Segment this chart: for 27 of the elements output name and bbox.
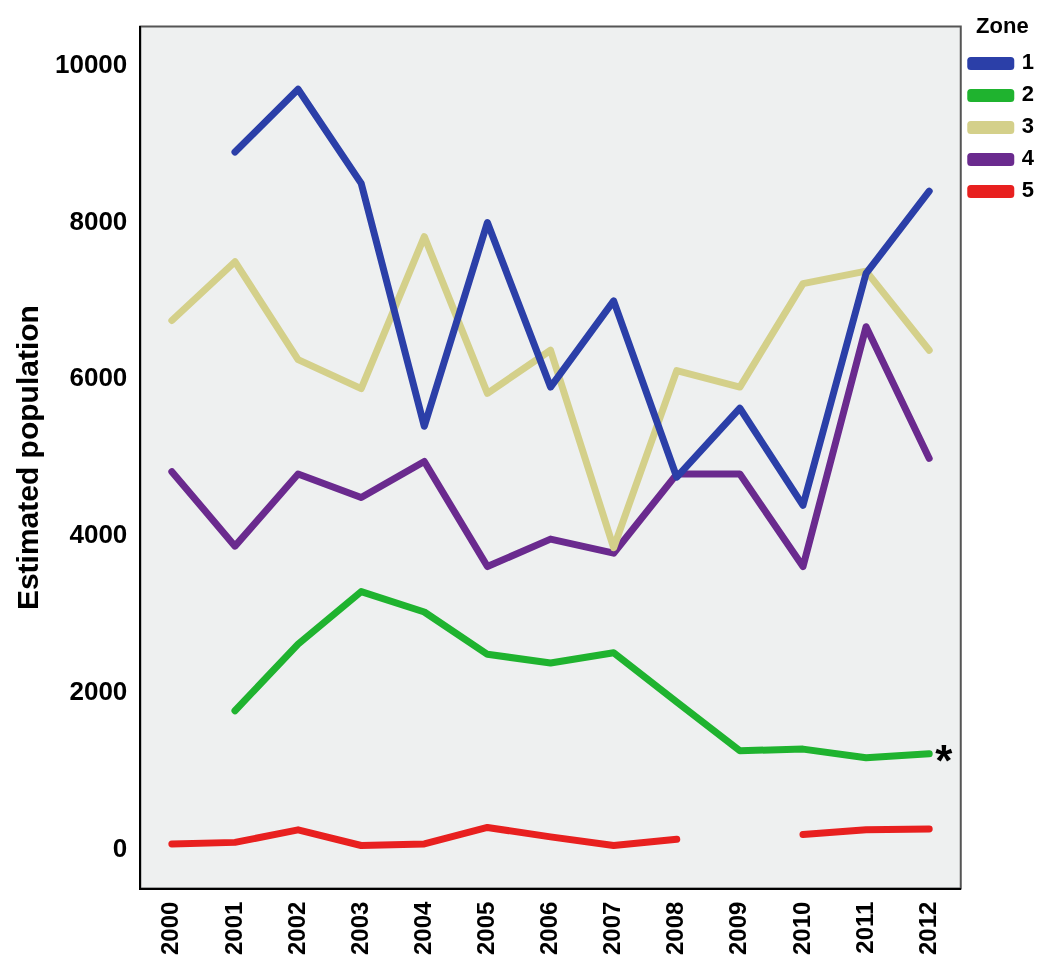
x-tick-label: 2000 <box>156 901 184 955</box>
legend-label: 1 <box>1021 49 1035 75</box>
x-tick-label: 2006 <box>535 901 563 955</box>
annotation: * <box>935 735 954 785</box>
legend-label: 4 <box>1021 145 1035 171</box>
y-tick-label: 4000 <box>69 519 128 550</box>
x-tick-label: 2005 <box>472 901 500 955</box>
x-tick-label: 2012 <box>913 901 941 955</box>
y-tick-label: 10000 <box>54 48 128 79</box>
x-tick-label: 2007 <box>598 901 626 955</box>
x-tick-label: 2001 <box>219 901 247 955</box>
x-tick-label: 2003 <box>345 901 373 955</box>
y-tick-label: 6000 <box>69 362 128 393</box>
y-tick-label: 2000 <box>69 675 128 706</box>
x-tick-label: 2011 <box>850 901 878 954</box>
legend-label: 5 <box>1021 177 1035 203</box>
y-axis-title: Estimated population <box>11 305 45 611</box>
x-tick-label: 2008 <box>661 901 689 955</box>
x-tick-label: 2009 <box>724 901 752 955</box>
legend-label: 2 <box>1021 81 1035 107</box>
y-tick-label: 0 <box>112 832 128 863</box>
legend-label: 3 <box>1021 113 1035 139</box>
y-tick-label: 8000 <box>69 205 128 236</box>
legend-title: Zone <box>976 13 1029 39</box>
x-tick-label: 2002 <box>282 901 310 955</box>
x-tick-label: 2004 <box>408 900 436 955</box>
x-tick-label: 2010 <box>787 901 815 955</box>
